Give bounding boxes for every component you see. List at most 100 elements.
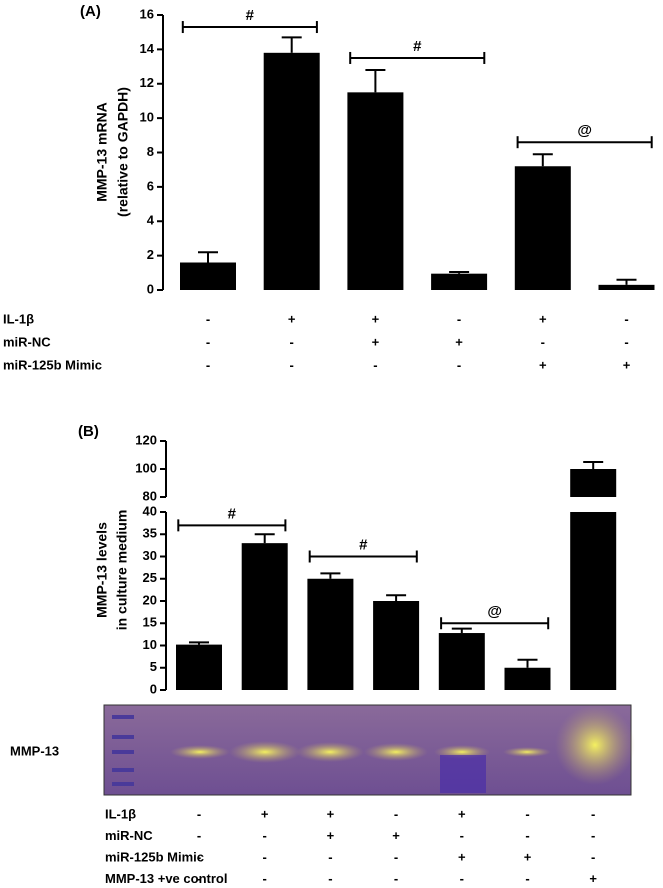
panel-label: (A) (80, 3, 101, 20)
condition-mark: + (392, 828, 400, 843)
bar (241, 543, 288, 690)
condition-label: miR-NC (105, 828, 153, 843)
y-tick-label: 0 (147, 281, 154, 296)
error-bar (281, 36, 302, 53)
bar (307, 578, 354, 690)
condition-mark: - (394, 849, 398, 864)
condition-label: IL-1β (105, 806, 136, 821)
error-bar (583, 461, 604, 469)
condition-mark: - (591, 828, 595, 843)
significance-bracket (308, 550, 418, 563)
y-tick-label: 2 (147, 247, 154, 262)
condition-mark: - (263, 828, 267, 843)
condition-mark: - (525, 806, 529, 821)
y-tick-label: 14 (140, 41, 155, 56)
condition-mark: + (539, 311, 547, 326)
error-bar (320, 572, 341, 579)
y-axis-label: (relative to GAPDH) (115, 87, 131, 217)
gel-label: MMP-13 (10, 743, 59, 758)
condition-mark: + (327, 828, 335, 843)
condition-mark: - (263, 849, 267, 864)
y-tick-label: 16 (140, 6, 154, 21)
error-bar (451, 627, 472, 634)
bar (438, 633, 485, 690)
error-bar (365, 69, 386, 93)
bracket-label: @ (487, 603, 502, 620)
bracket-label: # (359, 536, 368, 553)
bracket-label: # (228, 505, 237, 522)
y-tick-label: 10 (143, 637, 157, 652)
error-bar (189, 641, 209, 645)
condition-mark: - (460, 828, 464, 843)
significance-bracket (177, 519, 287, 532)
condition-mark: - (290, 357, 294, 372)
condition-mark: - (328, 871, 332, 886)
y-tick-label: 120 (135, 432, 157, 447)
condition-mark: - (197, 828, 201, 843)
condition-mark: - (197, 849, 201, 864)
y-tick-label: 8 (147, 144, 154, 159)
condition-mark: - (591, 806, 595, 821)
condition-mark: - (394, 806, 398, 821)
bar (598, 284, 655, 290)
condition-mark: - (206, 357, 210, 372)
y-tick-label: 15 (143, 615, 157, 630)
y-tick-label: 10 (140, 110, 154, 125)
y-tick-label: 30 (143, 548, 157, 563)
condition-label: IL-1β (3, 311, 34, 326)
bracket-label: @ (577, 122, 592, 139)
bracket-label: # (246, 7, 255, 24)
condition-mark: - (525, 871, 529, 886)
significance-bracket (440, 617, 550, 630)
y-tick-label: 4 (147, 213, 155, 228)
condition-mark: + (372, 334, 380, 349)
condition-mark: - (197, 806, 201, 821)
condition-mark: - (373, 357, 377, 372)
significance-bracket (181, 21, 318, 34)
condition-label: miR-125b Mimic (3, 357, 102, 372)
bracket-label: # (413, 38, 422, 55)
y-tick-label: 40 (143, 503, 157, 518)
error-bar (616, 278, 637, 285)
bar (504, 667, 551, 690)
condition-mark: + (261, 806, 269, 821)
y-tick-label: 100 (135, 460, 157, 475)
condition-label: MMP-13 +ve control (105, 871, 227, 886)
condition-mark: - (525, 828, 529, 843)
condition-mark: - (591, 849, 595, 864)
condition-mark: + (458, 849, 466, 864)
condition-mark: + (524, 849, 532, 864)
error-bar (386, 594, 407, 601)
condition-mark: - (394, 871, 398, 886)
condition-mark: + (623, 357, 631, 372)
condition-label: miR-NC (3, 334, 51, 349)
bar (263, 52, 320, 290)
y-axis-label: in culture medium (114, 510, 130, 631)
condition-mark: - (206, 334, 210, 349)
y-tick-label: 5 (150, 659, 157, 674)
y-tick-label: 80 (143, 488, 157, 503)
condition-mark: + (589, 871, 597, 886)
bar (514, 166, 571, 290)
y-tick-label: 0 (150, 681, 157, 696)
y-tick-label: 6 (147, 178, 154, 193)
condition-mark: - (541, 334, 545, 349)
significance-bracket (516, 136, 653, 149)
condition-mark: + (455, 334, 463, 349)
error-bar (198, 251, 218, 263)
bar (176, 644, 222, 690)
bar (180, 262, 236, 290)
y-axis-label: MMP-13 levels (94, 522, 110, 618)
significance-bracket (349, 51, 486, 64)
y-axis-label: MMP-13 mRNA (94, 102, 110, 202)
condition-mark: - (263, 871, 267, 886)
condition-mark: + (458, 806, 466, 821)
error-bar (532, 153, 553, 167)
y-tick-label: 20 (143, 592, 157, 607)
condition-mark: - (206, 311, 210, 326)
bar (347, 92, 404, 290)
y-tick-label: 12 (140, 75, 154, 90)
condition-mark: - (457, 311, 461, 326)
